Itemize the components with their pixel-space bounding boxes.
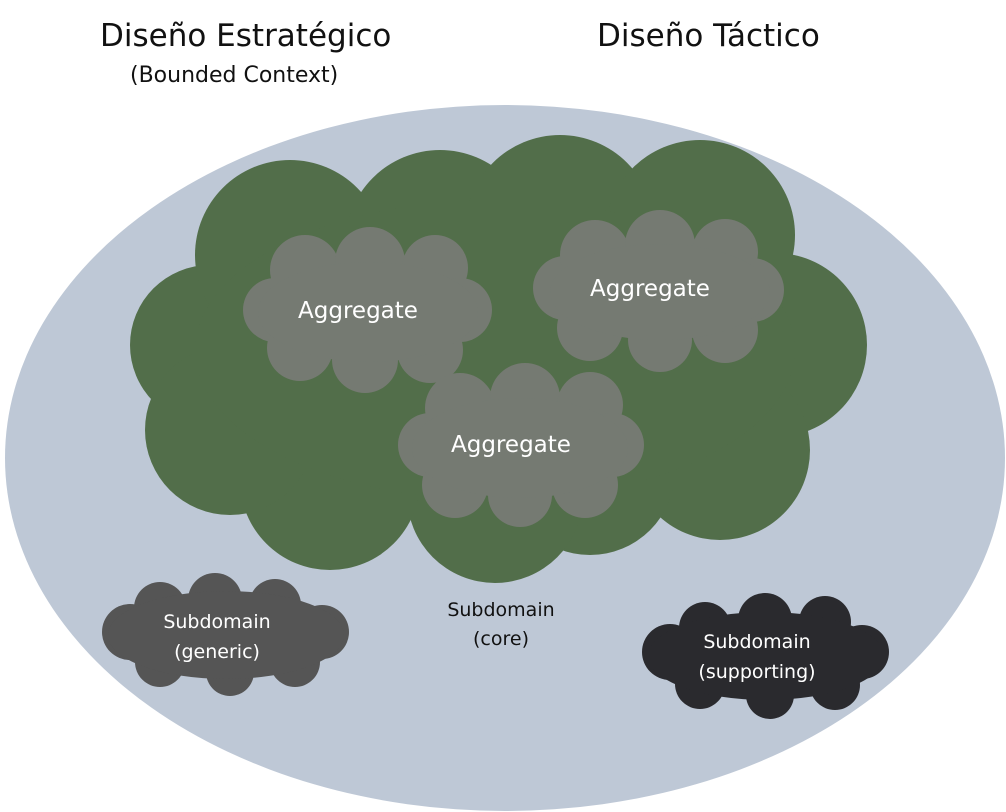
aggregate-label: Aggregate [451, 432, 571, 458]
bounded-context-subtitle: (Bounded Context) [130, 63, 339, 88]
core-subdomain-label-line2: (core) [473, 628, 529, 650]
supporting-subdomain-label-line2: (supporting) [698, 661, 815, 683]
core-subdomain-label-line1: Subdomain [447, 599, 554, 621]
generic-subdomain-cloud [102, 573, 349, 696]
supporting-subdomain-cloud [642, 593, 889, 719]
tactical-design-title: Diseño Táctico [597, 18, 820, 54]
generic-subdomain-label-line2: (generic) [174, 641, 260, 663]
aggregate-cloud [243, 227, 492, 393]
aggregate-label: Aggregate [298, 298, 418, 324]
supporting-subdomain-label-line1: Subdomain [703, 631, 810, 653]
generic-subdomain-label-line1: Subdomain [163, 611, 270, 633]
strategic-design-title: Diseño Estratégico [100, 18, 392, 54]
aggregate-label: Aggregate [590, 276, 710, 302]
aggregate-cloud [533, 210, 784, 372]
aggregate-cloud [398, 363, 644, 527]
